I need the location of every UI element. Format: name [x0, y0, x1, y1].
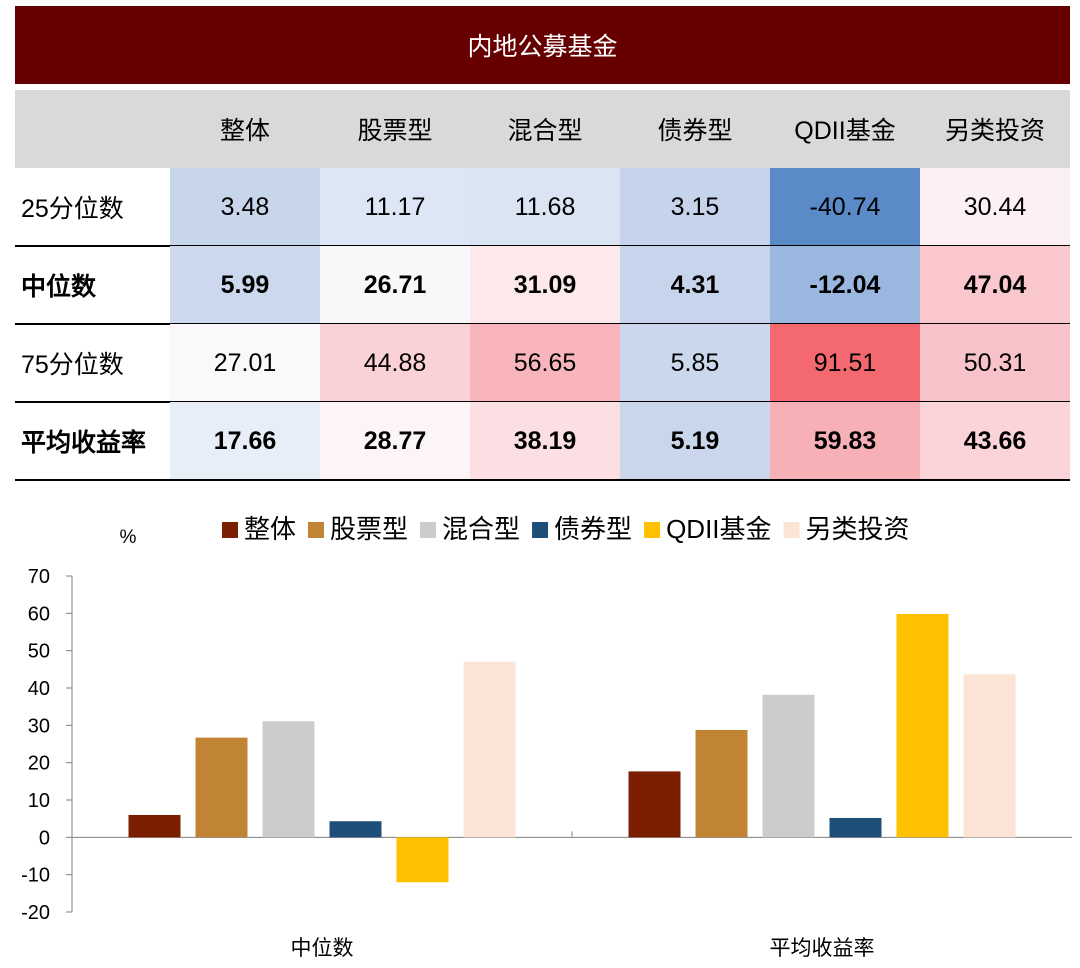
legend-label: QDII基金	[666, 514, 771, 544]
y-tick-label: 10	[28, 790, 50, 812]
table-cell: 59.83	[770, 402, 920, 480]
bar-混合型	[762, 694, 815, 838]
bar-整体	[128, 814, 181, 838]
table-cell: -40.74	[770, 168, 920, 246]
bar-另类投资	[963, 674, 1016, 838]
table-cell: 44.88	[320, 324, 470, 402]
bar-QDII基金	[896, 613, 949, 838]
legend-swatch	[308, 522, 325, 538]
y-tick-label: 30	[28, 715, 50, 737]
legend-swatch	[783, 522, 800, 538]
table-cell: 31.09	[470, 246, 620, 324]
legend-label: 混合型	[442, 514, 520, 544]
x-category-label: 中位数	[291, 937, 354, 960]
table-cell: 5.99	[170, 246, 320, 324]
table-cell: 27.01	[170, 324, 320, 402]
table-cell: 28.77	[320, 402, 470, 480]
table-cell: 43.66	[920, 402, 1070, 480]
column-header: 债券型	[657, 117, 733, 145]
bar-债券型	[329, 821, 382, 838]
table-cell: 17.66	[170, 402, 320, 480]
table-cell: 91.51	[770, 324, 920, 402]
bar-整体	[628, 771, 681, 838]
y-tick-label: 60	[28, 603, 50, 625]
row-label: 75分位数	[21, 351, 124, 379]
legend-label: 另类投资	[806, 514, 910, 544]
column-header: 整体	[219, 117, 270, 145]
row-label: 中位数	[21, 273, 97, 301]
column-header: 混合型	[507, 117, 583, 145]
table-cell: 47.04	[920, 246, 1070, 324]
table-cell: 30.44	[920, 168, 1070, 246]
bar-混合型	[262, 721, 315, 838]
table-cell: 56.65	[470, 324, 620, 402]
x-category-label: 平均收益率	[770, 937, 875, 960]
legend-swatch	[532, 522, 549, 538]
y-tick-label: 20	[28, 753, 50, 775]
column-header: 股票型	[357, 117, 433, 145]
bar-股票型	[695, 729, 748, 838]
legend-swatch	[644, 522, 661, 538]
table-cell: 38.19	[470, 402, 620, 480]
table-title: 内地公募基金	[15, 6, 1070, 84]
y-tick-label: 50	[28, 641, 50, 663]
table-cell: 5.85	[620, 324, 770, 402]
legend-label: 债券型	[554, 514, 632, 544]
table-cell: 50.31	[920, 324, 1070, 402]
table-cell: 11.17	[320, 168, 470, 246]
table-cell: 11.68	[470, 168, 620, 246]
row-divider	[15, 479, 1070, 481]
legend-swatch	[222, 522, 238, 538]
legend-label: 整体	[244, 514, 296, 544]
y-tick-label: 40	[28, 678, 50, 700]
bar-另类投资	[463, 661, 516, 838]
bar-chart: 70 60 50 40 30 20 10 0 -10 -20 中位数 平均收益率% 整体 股票型 混合型 债券…	[21, 514, 1072, 960]
table-cell: 3.15	[620, 168, 770, 246]
y-tick-label: -10	[21, 865, 50, 887]
y-tick-label: -20	[21, 902, 50, 924]
table-cell: 5.19	[620, 402, 770, 480]
legend-swatch	[420, 522, 437, 538]
y-unit-label: %	[120, 527, 137, 548]
bar-股票型	[195, 737, 248, 838]
table-cell: 3.48	[170, 168, 320, 246]
row-label: 平均收益率	[21, 429, 147, 457]
table-header-row	[15, 90, 1070, 168]
y-tick-label: 0	[39, 827, 50, 849]
column-header: QDII基金	[794, 117, 896, 145]
table-cell: -12.04	[770, 246, 920, 324]
table-cell: 4.31	[620, 246, 770, 324]
bar-债券型	[829, 817, 882, 838]
y-tick-label: 70	[28, 566, 50, 588]
column-header: 另类投资	[944, 117, 1045, 145]
legend-label: 股票型	[330, 514, 408, 544]
table-cell: 26.71	[320, 246, 470, 324]
bar-QDII基金	[396, 837, 449, 883]
row-label: 25分位数	[21, 195, 124, 223]
